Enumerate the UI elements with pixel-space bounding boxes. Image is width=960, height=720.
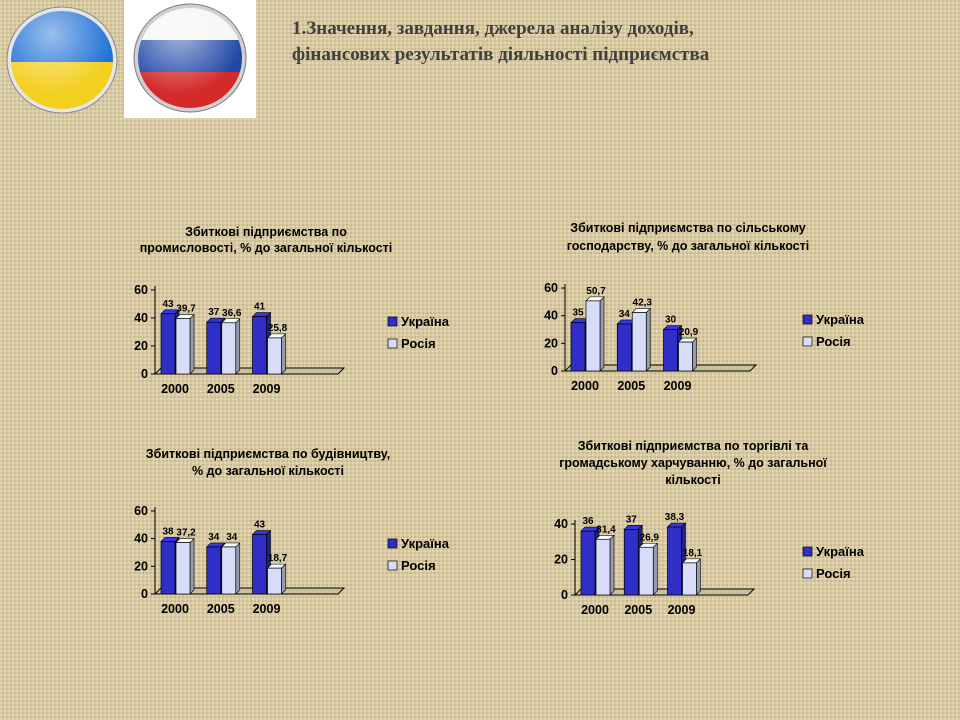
chart-construction: Збиткові підприємства по будівництву, % д… [134,447,450,616]
x-tick-label: 2000 [161,382,189,396]
x-tick-label: 2009 [253,602,281,616]
slide-title: 1.Значення, завдання, джерела аналізу до… [292,16,912,68]
data-label: 36 [582,516,594,527]
bar-russia [585,296,605,372]
y-tick-label: 40 [134,532,148,546]
y-tick-label: 0 [561,588,568,602]
chart-title-line: Збиткові підприємства по торгівлі та [578,439,810,453]
data-label: 43 [254,520,266,531]
legend-swatch [802,546,813,557]
legend-label-russia: Росія [401,336,436,351]
x-tick-label: 2005 [617,379,645,393]
x-tick-label: 2009 [664,379,692,393]
bar-russia [595,534,615,596]
bar-russia [638,542,658,596]
data-label: 42,3 [633,297,653,308]
chart-trade-catering: Збиткові підприємства по торгівлі та гром… [554,439,865,617]
data-label: 26,9 [640,532,660,543]
data-label: 34 [208,532,220,543]
bar-russia [677,337,698,372]
data-label: 34 [619,309,631,320]
data-label: 25,8 [268,323,288,334]
x-tick-label: 2000 [161,602,189,616]
slide-title-line-1: 1.Значення, завдання, джерела аналізу до… [292,18,694,39]
bar-russia [681,558,702,596]
x-tick-label: 2005 [207,602,235,616]
y-tick-label: 0 [551,364,558,378]
y-tick-label: 60 [134,504,148,518]
data-label: 50,7 [586,286,606,297]
bar-ukraine [251,529,272,595]
y-tick-label: 20 [134,559,148,573]
chart-title-line: кількості [665,473,720,487]
data-label: 18,1 [683,548,703,559]
bar-russia [631,307,651,372]
x-tick-label: 2000 [581,603,609,617]
data-label: 39,7 [176,303,196,314]
y-tick-label: 20 [134,339,148,353]
data-label: 30 [665,315,677,326]
y-tick-label: 20 [554,553,568,567]
y-tick-label: 0 [141,367,148,381]
legend-label-russia: Росія [401,558,436,573]
legend-label-ukraine: Україна [816,312,865,327]
chart-title-line: громадському харчуванню, % до загальної [559,456,827,470]
legend-swatch [387,338,398,349]
chart-title-line: Збиткові підприємства по [185,225,347,239]
legend-swatch [387,538,398,549]
bar-russia [221,318,241,375]
bar-russia [175,313,195,375]
data-label: 20,9 [679,327,699,338]
data-label: 36,6 [222,308,242,319]
chart-title-line: Збиткові підприємства по сільському [570,221,806,235]
x-tick-label: 2000 [571,379,599,393]
data-label: 41 [254,302,266,313]
y-tick-label: 40 [554,517,568,531]
data-label: 35 [572,308,584,319]
y-tick-label: 60 [134,283,148,297]
chart-agriculture: Збиткові підприємства по сільському госпо… [544,221,865,393]
bar-russia [221,542,241,595]
y-tick-label: 40 [134,311,148,325]
bar-russia [266,333,287,375]
legend-label-russia: Росія [816,334,851,349]
russia-flag-box [124,0,256,118]
chart-industry: Збиткові підприємства по промисловості, %… [134,225,450,396]
data-label: 31,4 [596,524,616,535]
ukraine-flag-icon [6,6,118,114]
legend-swatch [387,560,398,571]
bar-russia [266,563,287,595]
x-tick-label: 2009 [668,603,696,617]
data-label: 38 [162,526,174,537]
legend-swatch [802,314,813,325]
data-label: 37,2 [176,528,196,539]
russia-flag-icon [133,3,247,113]
slide-title-line-2: фінансових результатів діяльності підпри… [292,44,710,65]
legend-label-ukraine: Україна [401,536,450,551]
chart-title-line: Збиткові підприємства по будівництву, [146,447,390,461]
y-tick-label: 20 [544,336,558,350]
chart-title-line: господарству, % до загальної кількості [567,239,809,253]
data-label: 38,3 [665,512,685,523]
chart-title-line: % до загальної кількості [192,464,344,478]
legend-label-russia: Росія [816,566,851,581]
legend-swatch [387,316,398,327]
y-tick-label: 0 [141,587,148,601]
legend-swatch [802,336,813,347]
chart-title-line: промисловості, % до загальної кількості [140,241,392,255]
bar-russia [175,537,195,595]
data-label: 34 [226,532,238,543]
y-tick-label: 40 [544,309,558,323]
x-tick-label: 2009 [253,382,281,396]
data-label: 43 [162,299,174,310]
legend-label-ukraine: Україна [816,544,865,559]
legend-swatch [802,568,813,579]
x-tick-label: 2005 [624,603,652,617]
x-tick-label: 2005 [207,382,235,396]
data-label: 18,7 [268,553,288,564]
y-tick-label: 60 [544,281,558,295]
data-label: 37 [626,514,638,525]
data-label: 37 [208,307,220,318]
legend-label-ukraine: Україна [401,314,450,329]
